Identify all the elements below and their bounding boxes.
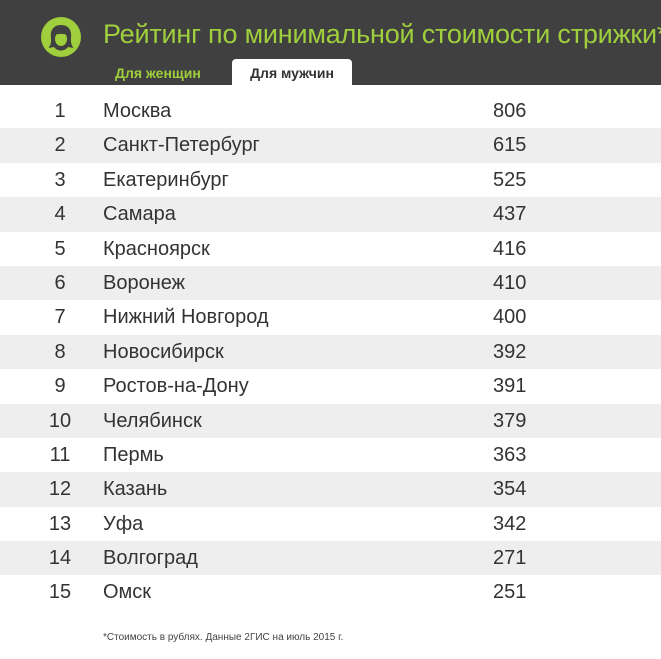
tab-men[interactable]: Для мужчин (232, 59, 352, 85)
rank-cell: 13 (48, 512, 72, 535)
table-row: 9 Ростов-на-Дону 391 (0, 369, 661, 403)
rank-cell: 14 (48, 547, 72, 570)
price-cell: 416 (493, 237, 527, 260)
price-cell: 391 (493, 375, 527, 398)
table-row: 4 Самара 437 (0, 197, 661, 232)
rank-cell: 11 (49, 443, 71, 466)
city-cell: Новосибирск (103, 340, 224, 363)
price-cell: 354 (493, 478, 527, 501)
price-cell: 271 (493, 547, 527, 570)
rank-cell: 12 (48, 478, 72, 501)
table-row: 8 Новосибирск 392 (0, 334, 661, 370)
table-row: 5 Красноярск 416 (0, 232, 661, 266)
rank-cell: 4 (54, 203, 66, 226)
table-row: 13 Уфа 342 (0, 507, 661, 541)
city-cell: Уфа (103, 512, 144, 535)
price-cell: 615 (493, 134, 527, 157)
table-row: 6 Воронеж 410 (0, 265, 661, 301)
header-bar: Рейтинг по минимальной стоимости стрижки… (0, 0, 661, 85)
table-row: 12 Казань 354 (0, 472, 661, 507)
rank-cell: 5 (54, 237, 66, 260)
table-row: 15 Омск 251 (0, 575, 661, 609)
table-row: 11 Пермь 363 (0, 438, 661, 472)
rating-table: 1 Москва 806 2 Санкт-Петербург 615 3 Ека… (0, 94, 661, 610)
city-cell: Казань (103, 478, 168, 501)
price-cell: 251 (493, 581, 527, 604)
tab-women[interactable]: Для женщин (115, 65, 201, 81)
city-cell: Воронеж (103, 271, 186, 294)
city-cell: Волгоград (103, 547, 198, 570)
table-row: 7 Нижний Новгород 400 (0, 300, 661, 334)
price-cell: 400 (493, 306, 527, 329)
city-cell: Омск (103, 581, 152, 604)
city-cell: Пермь (103, 443, 164, 466)
table-row: 14 Волгоград 271 (0, 541, 661, 576)
city-cell: Челябинск (103, 409, 202, 432)
city-cell: Нижний Новгород (103, 306, 269, 329)
rank-cell: 7 (54, 306, 66, 329)
price-cell: 392 (493, 340, 527, 363)
city-cell: Москва (103, 100, 172, 122)
price-cell: 363 (493, 443, 527, 466)
city-cell: Ростов-на-Дону (103, 375, 249, 398)
city-cell: Красноярск (103, 237, 210, 260)
rank-cell: 10 (48, 409, 72, 432)
table-row: 3 Екатеринбург 525 (0, 163, 661, 197)
rank-cell: 6 (54, 271, 66, 294)
price-cell: 410 (493, 271, 527, 294)
footnote: *Стоимость в рублях. Данные 2ГИС на июль… (103, 632, 344, 643)
page-title: Рейтинг по минимальной стоимости стрижки… (103, 19, 661, 49)
woman-silhouette-icon (41, 17, 81, 57)
price-cell: 437 (493, 203, 527, 226)
rank-cell: 2 (54, 134, 66, 157)
price-cell: 525 (493, 168, 527, 191)
rank-cell: 3 (54, 168, 66, 191)
rank-cell: 1 (54, 100, 66, 122)
table-row: 10 Челябинск 379 (0, 403, 661, 438)
city-cell: Самара (103, 203, 176, 226)
price-cell: 379 (493, 409, 527, 432)
table-row: 2 Санкт-Петербург 615 (0, 128, 661, 163)
table-row: 1 Москва 806 (0, 94, 661, 128)
city-cell: Санкт-Петербург (103, 134, 260, 157)
city-cell: Екатеринбург (103, 168, 229, 191)
price-cell: 342 (493, 512, 527, 535)
rank-cell: 15 (48, 581, 72, 604)
price-cell: 806 (493, 100, 527, 122)
rank-cell: 8 (54, 340, 66, 363)
rank-cell: 9 (54, 375, 66, 398)
